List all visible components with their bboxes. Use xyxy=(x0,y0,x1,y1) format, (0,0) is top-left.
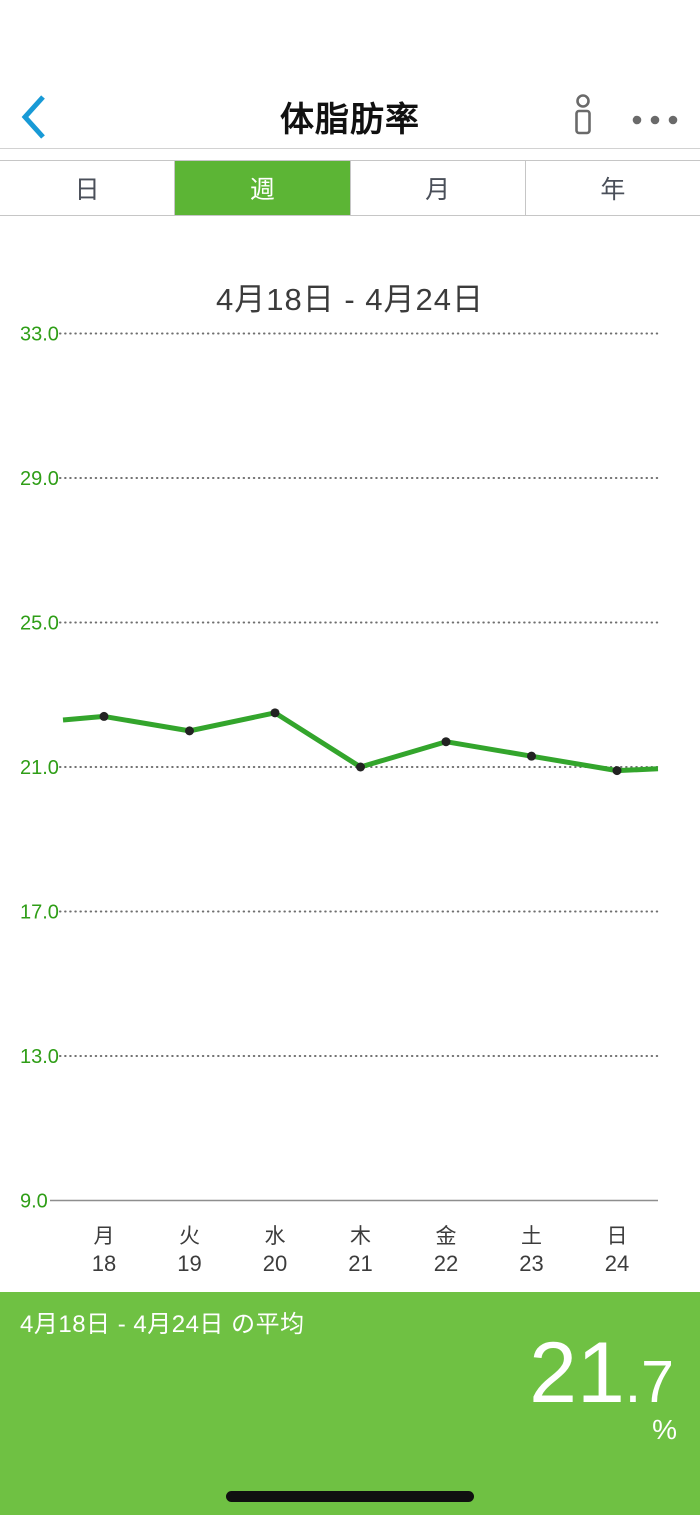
tab-day[interactable]: 日 xyxy=(0,161,176,215)
x-axis-weekday-label: 月 xyxy=(94,1225,115,1248)
body-icon xyxy=(575,94,591,135)
data-point xyxy=(99,711,109,721)
x-axis-date-label: 20 xyxy=(263,1251,287,1276)
data-line xyxy=(62,710,659,774)
ellipsis-icon xyxy=(632,115,678,125)
data-point xyxy=(356,762,365,772)
period-title: 4月18日 - 4月24日 xyxy=(216,281,484,317)
home-indicator[interactable] xyxy=(226,1491,474,1502)
x-axis-date-label: 24 xyxy=(605,1251,629,1276)
data-point xyxy=(527,751,536,761)
y-axis-label: 17.0 xyxy=(20,902,59,924)
body-fat-line-chart: 33.0 29.0 25.0 21.0 17.0 13.0 9.0 月 18 火 19 水 20 木 21 金… xyxy=(20,324,659,1276)
summary-value: 21 .7 xyxy=(529,1330,674,1416)
summary-unit: % xyxy=(652,1414,677,1445)
x-axis-weekday-label: 日 xyxy=(607,1225,628,1248)
period-tabs: 日 週 月 年 xyxy=(0,160,700,216)
y-axis-label: 29.0 xyxy=(20,468,59,490)
more-menu-button[interactable] xyxy=(626,109,684,131)
status-bar xyxy=(0,0,700,85)
summary-value-decimal: .7 xyxy=(624,1349,674,1415)
x-axis-date-label: 22 xyxy=(434,1251,458,1276)
summary-value-integer: 21 xyxy=(529,1325,625,1421)
y-axis-label: 25.0 xyxy=(20,613,59,635)
body-composition-button[interactable] xyxy=(568,93,600,141)
y-axis-label: 13.0 xyxy=(20,1046,59,1068)
tab-month[interactable]: 月 xyxy=(350,161,526,215)
tab-year[interactable]: 年 xyxy=(525,161,700,215)
summary-panel: 4月18日 - 4月24日 の平均 21 .7 % xyxy=(0,1292,700,1515)
x-axis-weekday-label: 金 xyxy=(436,1225,457,1248)
data-point xyxy=(270,708,280,718)
x-axis-date-label: 21 xyxy=(348,1251,372,1276)
y-axis-label: 9.0 xyxy=(20,1191,48,1213)
x-axis-weekday-label: 木 xyxy=(350,1225,371,1248)
x-axis-weekday-label: 水 xyxy=(265,1225,286,1248)
y-axis-label: 21.0 xyxy=(20,757,59,779)
navigation-bar: 体脂肪率 xyxy=(0,85,700,149)
x-axis-date-label: 19 xyxy=(177,1251,201,1276)
data-point xyxy=(441,737,451,747)
page-title: 体脂肪率 xyxy=(280,101,420,139)
chevron-left-icon xyxy=(21,95,45,139)
x-axis-weekday-label: 火 xyxy=(179,1225,200,1248)
y-axis-label: 33.0 xyxy=(20,324,59,346)
x-axis-weekday-label: 土 xyxy=(521,1225,542,1248)
chart-area[interactable]: 33.0 29.0 25.0 21.0 17.0 13.0 9.0 月 18 火 19 水 20 木 21 金… xyxy=(0,310,700,1285)
tab-week[interactable]: 週 xyxy=(175,161,351,215)
summary-label: 4月18日 - 4月24日 の平均 xyxy=(20,1311,305,1338)
back-button[interactable] xyxy=(12,91,56,143)
data-point xyxy=(185,726,194,736)
data-point xyxy=(612,766,622,776)
x-axis-date-label: 23 xyxy=(519,1251,543,1276)
x-axis-date-label: 18 xyxy=(92,1251,116,1276)
